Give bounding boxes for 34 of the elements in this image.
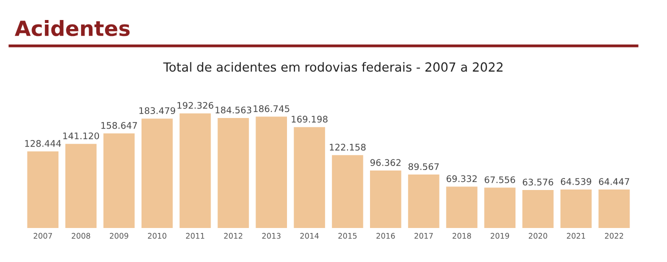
data-label: 186.745 [254,105,290,112]
data-label: 128.444 [25,140,62,147]
data-label: 158.647 [101,122,137,129]
bar [408,174,440,228]
data-label: 192.326 [178,102,214,109]
bar [446,186,478,228]
data-label: 96.362 [370,159,401,166]
bar [218,118,249,228]
data-label: 63.576 [522,178,554,186]
data-label: 69.332 [446,175,477,182]
bar [294,127,326,228]
bar [65,144,97,228]
bar [598,190,630,228]
data-label: 64.447 [598,178,630,186]
data-label: 169.198 [292,116,328,123]
bar [27,151,58,228]
data-label: 141.120 [63,132,100,140]
bar [103,133,135,228]
bar [256,116,287,228]
bar [370,170,402,228]
data-label: 89.567 [408,163,439,170]
bar [332,155,364,228]
data-label: 64.539 [560,178,592,185]
data-label: 67.556 [484,176,516,184]
data-label: 184.563 [216,106,252,114]
data-label: 122.158 [330,144,366,151]
bar [522,190,554,228]
bar [560,189,592,228]
bar [142,118,173,228]
bar [484,188,516,228]
bar [180,113,211,228]
chart-subtitle: Total de acidentes em rodovias federais - 2007 a 2022 [163,62,503,72]
chart-title: Acidentes [14,20,130,36]
data-label: 183.479 [139,107,176,114]
